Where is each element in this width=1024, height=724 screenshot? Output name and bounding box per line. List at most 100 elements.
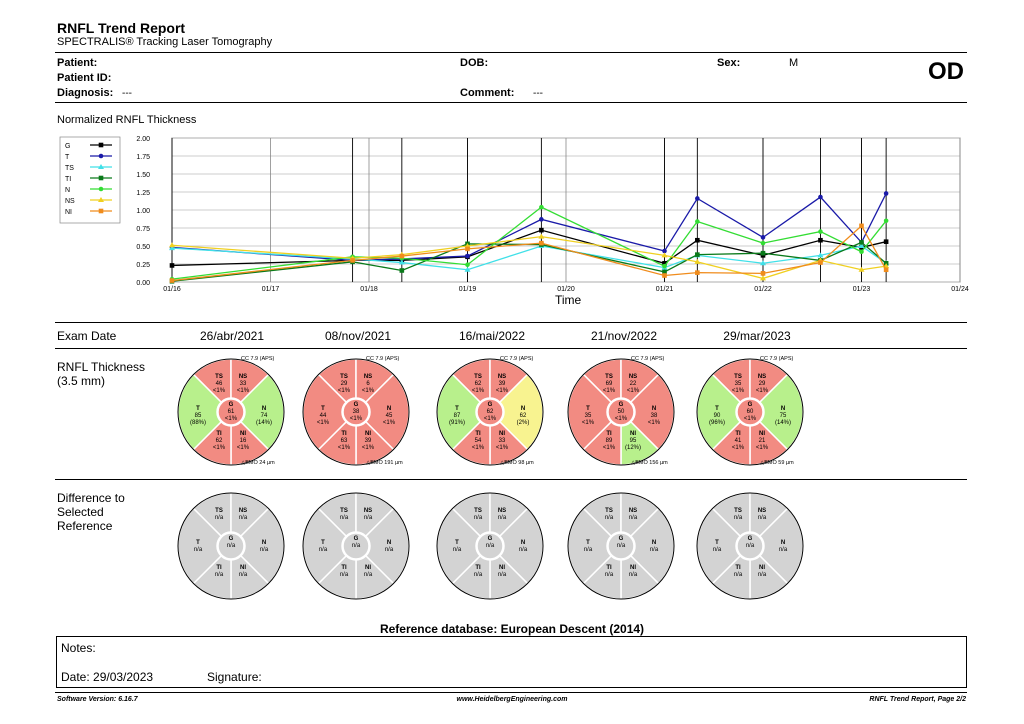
circle-outline: [302, 358, 410, 466]
sector-name: N: [651, 540, 657, 546]
sector-percentile: <1%: [626, 388, 640, 394]
data-point: [883, 218, 889, 224]
sector-name: NI: [499, 565, 505, 571]
data-point: [539, 227, 544, 233]
sector-name: T: [455, 540, 459, 546]
sector-difference: n/a: [518, 547, 528, 553]
x-tick-label: 01/17: [262, 286, 280, 293]
sector-percentile: <1%: [602, 445, 616, 451]
sector-label-ti: TI 63 <1%: [329, 431, 359, 452]
thickness-circle-5: TS 35 <1% NS 29 <1% T 90 (96%) G 60 <1% N 75 (14%) TI 41…: [696, 356, 804, 466]
data-point: [859, 223, 864, 229]
sex-label: Sex:: [717, 57, 741, 69]
exam-date-3: 16/mai/2022: [458, 329, 526, 343]
sector-name: T: [196, 406, 200, 412]
comment-label: Comment:: [460, 87, 515, 99]
notes-box: [56, 636, 967, 688]
sector-name: NI: [240, 565, 246, 571]
sector-name: TS: [215, 508, 223, 514]
data-point: [859, 249, 864, 255]
thickness-circle-3: TS 62 <1% NS 39 <1% T 87 (91%) G 62 <1% N 62 (2%) TI 54 <…: [436, 356, 544, 466]
x-tick-label: 01/16: [163, 286, 181, 293]
sector-name: TS: [734, 374, 742, 380]
circle-outline: [436, 358, 544, 466]
sector-percentile: <1%: [471, 388, 485, 394]
data-point: [662, 273, 667, 278]
sector-difference: n/a: [616, 543, 626, 549]
data-point: [465, 246, 470, 252]
sector-percentile: (12%): [624, 445, 641, 451]
sector-name: G: [353, 536, 359, 542]
sector-value: 33: [498, 438, 506, 444]
sector-label-t: T 87 (91%): [442, 406, 472, 427]
sector-name: NI: [240, 431, 246, 437]
sector-value: 61: [227, 409, 235, 415]
x-tick-label: 01/18: [360, 286, 378, 293]
legend-label: NS: [65, 198, 75, 205]
sector-value: 38: [352, 409, 360, 415]
classification-label: CC 7.9 (APS): [241, 356, 275, 362]
sector-name: TS: [340, 374, 348, 380]
notes-date: Date: 29/03/2023: [61, 670, 154, 684]
sector-g: [217, 532, 245, 560]
data-point: [350, 258, 355, 263]
circle-outline: [567, 358, 675, 466]
sector-label-ni: NI n/a: [353, 565, 383, 579]
sector-percentile: <1%: [755, 388, 769, 394]
classification-label: CC 7.9 (APS): [631, 356, 665, 362]
sector-map: [177, 358, 285, 466]
sector-map: [436, 358, 544, 466]
sector-label-ti: TI 41 <1%: [723, 431, 753, 452]
legend-marker: [98, 186, 104, 192]
sector-difference: n/a: [351, 543, 361, 549]
data-point: [398, 259, 405, 265]
sector-percentile: (96%): [708, 420, 725, 426]
x-tick-label: 01/19: [459, 286, 477, 293]
legend-box: [59, 136, 121, 224]
sector-difference: n/a: [604, 572, 614, 578]
legend-marker: [98, 208, 104, 214]
data-point: [695, 270, 700, 275]
sector-label-ns: NS n/a: [747, 508, 777, 522]
sector-name: G: [747, 536, 753, 542]
sector-value: 39: [498, 381, 506, 387]
sector-value: 62: [215, 438, 223, 444]
sector-percentile: <1%: [349, 416, 363, 422]
sector-label-ns: NS 39 <1%: [487, 374, 517, 395]
sector-label-ns: NS 29 <1%: [747, 374, 777, 395]
sector-difference: n/a: [193, 547, 203, 553]
sector-name: NI: [365, 431, 371, 437]
page-indicator: RNFL Trend Report, Page 2/2: [869, 696, 966, 703]
classification-label: CC 7.9 (APS): [500, 356, 534, 362]
sector-difference: n/a: [583, 547, 593, 553]
y-tick-label: 0.25: [136, 262, 150, 269]
circle-outline: [177, 358, 285, 466]
sector-label-ns: NS 6 <1%: [353, 374, 383, 395]
data-point: [883, 191, 889, 196]
sector-difference: n/a: [363, 572, 373, 578]
sector-label-ti: TI n/a: [723, 565, 753, 579]
sector-difference: n/a: [745, 543, 755, 549]
sector-label-ti: TI 62 <1%: [204, 431, 234, 452]
sector-difference: n/a: [318, 547, 328, 553]
sector-name: T: [196, 540, 200, 546]
sector-difference: n/a: [757, 572, 767, 578]
bmo-offset-label: △BMO 59 µm: [760, 460, 794, 466]
sector-value: 63: [340, 438, 348, 444]
sector-value: 39: [364, 438, 372, 444]
sector-difference: n/a: [733, 515, 743, 521]
x-tick-label: 01/20: [557, 286, 575, 293]
y-tick-label: 2.00: [136, 136, 150, 143]
sector-name: G: [353, 402, 359, 408]
sector-percentile: <1%: [743, 416, 757, 422]
sector-g: [476, 532, 504, 560]
chart-xlabel: Time: [555, 293, 582, 307]
sector-percentile: (88%): [189, 420, 206, 426]
y-tick-label: 0.50: [136, 244, 150, 251]
sector-difference: n/a: [712, 547, 722, 553]
patient-id-label: Patient ID:: [57, 72, 112, 84]
diagnosis-value: ---: [122, 88, 132, 99]
